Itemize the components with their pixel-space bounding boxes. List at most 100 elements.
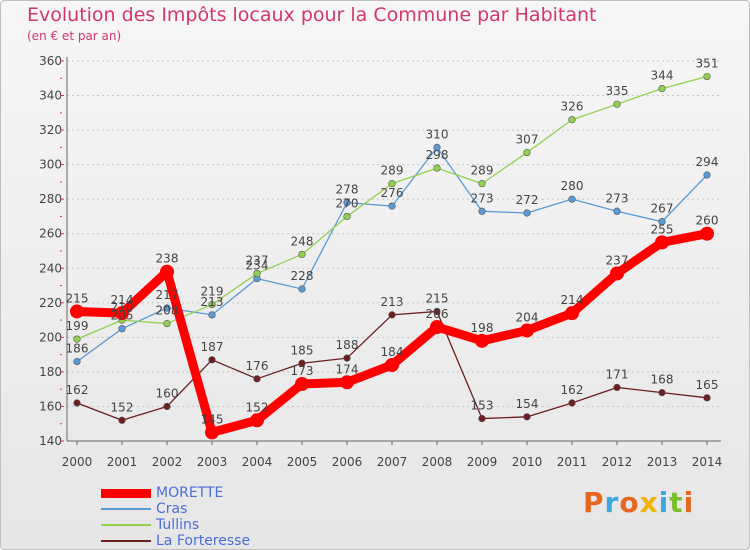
data-point-la-forteresse <box>163 402 171 411</box>
data-point-cras <box>433 143 441 151</box>
data-label-tullins: 335 <box>606 84 629 98</box>
data-label-la-forteresse: 213 <box>381 295 404 309</box>
y-tick-label: 160 <box>39 399 62 413</box>
data-point-morette <box>565 306 579 321</box>
legend-swatch <box>101 508 151 510</box>
data-label-cras: 276 <box>381 186 404 200</box>
data-point-la-forteresse <box>388 311 396 319</box>
data-label-morette: 238 <box>156 252 179 266</box>
data-label-la-forteresse: 176 <box>246 359 269 373</box>
legend-swatch <box>101 524 151 526</box>
data-label-tullins: 298 <box>426 148 449 162</box>
data-point-morette <box>70 304 84 319</box>
data-point-cras <box>388 202 396 210</box>
data-label-morette: 152 <box>246 400 269 414</box>
x-tick-label: 2003 <box>197 455 228 469</box>
data-point-la-forteresse <box>118 416 126 424</box>
legend-swatch <box>101 540 151 542</box>
y-tick-label: 360 <box>39 54 62 68</box>
data-label-tullins: 344 <box>651 69 674 83</box>
data-point-morette <box>655 235 669 250</box>
x-tick-label: 2000 <box>62 455 93 469</box>
data-point-cras <box>478 207 486 215</box>
data-label-tullins: 237 <box>246 253 269 267</box>
data-point-cras <box>163 304 171 312</box>
data-label-morette: 174 <box>336 362 359 376</box>
data-point-cras <box>658 218 666 226</box>
data-label-morette: 260 <box>696 214 719 228</box>
data-point-cras <box>613 207 621 215</box>
data-point-cras <box>568 195 576 203</box>
data-point-tullins <box>523 148 531 157</box>
series-layer <box>70 72 714 440</box>
label-layer: 186 205 217 213 234 228 278 276 310 273 272 280 273 2… <box>66 57 719 427</box>
y-tick-label: 320 <box>39 123 62 137</box>
proxiti-logo: Proxiti <box>583 486 695 519</box>
data-label-morette: 214 <box>111 293 134 307</box>
data-label-cras: 234 <box>246 259 269 273</box>
data-label-morette: 255 <box>651 222 674 236</box>
data-point-tullins <box>253 269 261 278</box>
data-point-tullins <box>388 180 396 188</box>
data-point-morette <box>160 264 174 279</box>
data-point-cras <box>208 311 216 319</box>
data-label-tullins: 326 <box>561 100 584 114</box>
data-label-morette: 237 <box>606 253 629 267</box>
y-tick-label: 300 <box>39 158 62 172</box>
data-label-cras: 294 <box>696 155 719 169</box>
data-point-tullins <box>73 335 81 343</box>
x-tick-label: 2007 <box>377 455 408 469</box>
data-point-tullins <box>658 85 666 93</box>
data-point-cras <box>343 199 351 207</box>
data-label-cras: 280 <box>561 179 584 193</box>
data-point-la-forteresse <box>298 359 306 367</box>
data-label-la-forteresse: 162 <box>561 383 584 397</box>
data-point-la-forteresse <box>478 414 486 423</box>
data-label-tullins: 307 <box>516 133 539 147</box>
data-label-cras: 278 <box>336 183 359 197</box>
legend-label: La Forteresse <box>156 533 251 549</box>
data-label-cras: 205 <box>111 309 134 323</box>
data-point-la-forteresse <box>433 307 441 316</box>
x-tick-label: 2010 <box>512 455 543 469</box>
data-label-la-forteresse: 215 <box>426 291 449 305</box>
data-label-la-forteresse: 168 <box>651 373 674 387</box>
x-tick-label: 2006 <box>332 455 363 469</box>
data-point-morette <box>340 375 354 390</box>
data-point-la-forteresse <box>703 394 711 402</box>
y-tick-label: 180 <box>39 365 62 379</box>
data-label-la-forteresse: 187 <box>201 340 224 354</box>
x-tick-label: 2014 <box>692 455 723 469</box>
data-point-tullins <box>163 319 171 328</box>
data-point-morette <box>385 358 399 372</box>
axis-layer: 140 160 180 200 220 240 260 280 300 320 340 360 2000… <box>39 54 722 469</box>
data-label-tullins: 199 <box>66 319 89 333</box>
data-point-tullins <box>568 116 576 124</box>
legend-label: MORETTE <box>156 485 224 501</box>
data-label-cras: 310 <box>426 127 449 141</box>
y-tick-label: 240 <box>39 261 62 275</box>
data-label-la-forteresse: 188 <box>336 338 359 352</box>
legend-label: Tullins <box>156 517 200 533</box>
data-point-la-forteresse <box>253 375 261 383</box>
data-label-la-forteresse: 154 <box>516 397 539 411</box>
data-label-tullins: 289 <box>471 164 494 178</box>
data-point-morette <box>700 226 714 241</box>
x-tick-label: 2002 <box>152 455 183 469</box>
data-point-cras <box>298 285 306 293</box>
x-tick-label: 2009 <box>467 455 498 469</box>
chart-title: Evolution des Impôts locaux pour la Comm… <box>27 4 597 26</box>
data-point-cras <box>703 171 711 179</box>
x-tick-label: 2012 <box>602 455 633 469</box>
y-tick-label: 280 <box>39 192 62 206</box>
data-point-tullins <box>613 100 621 108</box>
data-point-morette <box>475 333 489 348</box>
data-point-tullins <box>703 72 711 81</box>
data-point-la-forteresse <box>208 356 216 364</box>
data-label-cras: 228 <box>291 269 314 283</box>
chart-subtitle: (en € et par an) <box>27 29 122 43</box>
data-point-morette <box>250 413 264 428</box>
data-label-la-forteresse: 185 <box>291 343 314 357</box>
